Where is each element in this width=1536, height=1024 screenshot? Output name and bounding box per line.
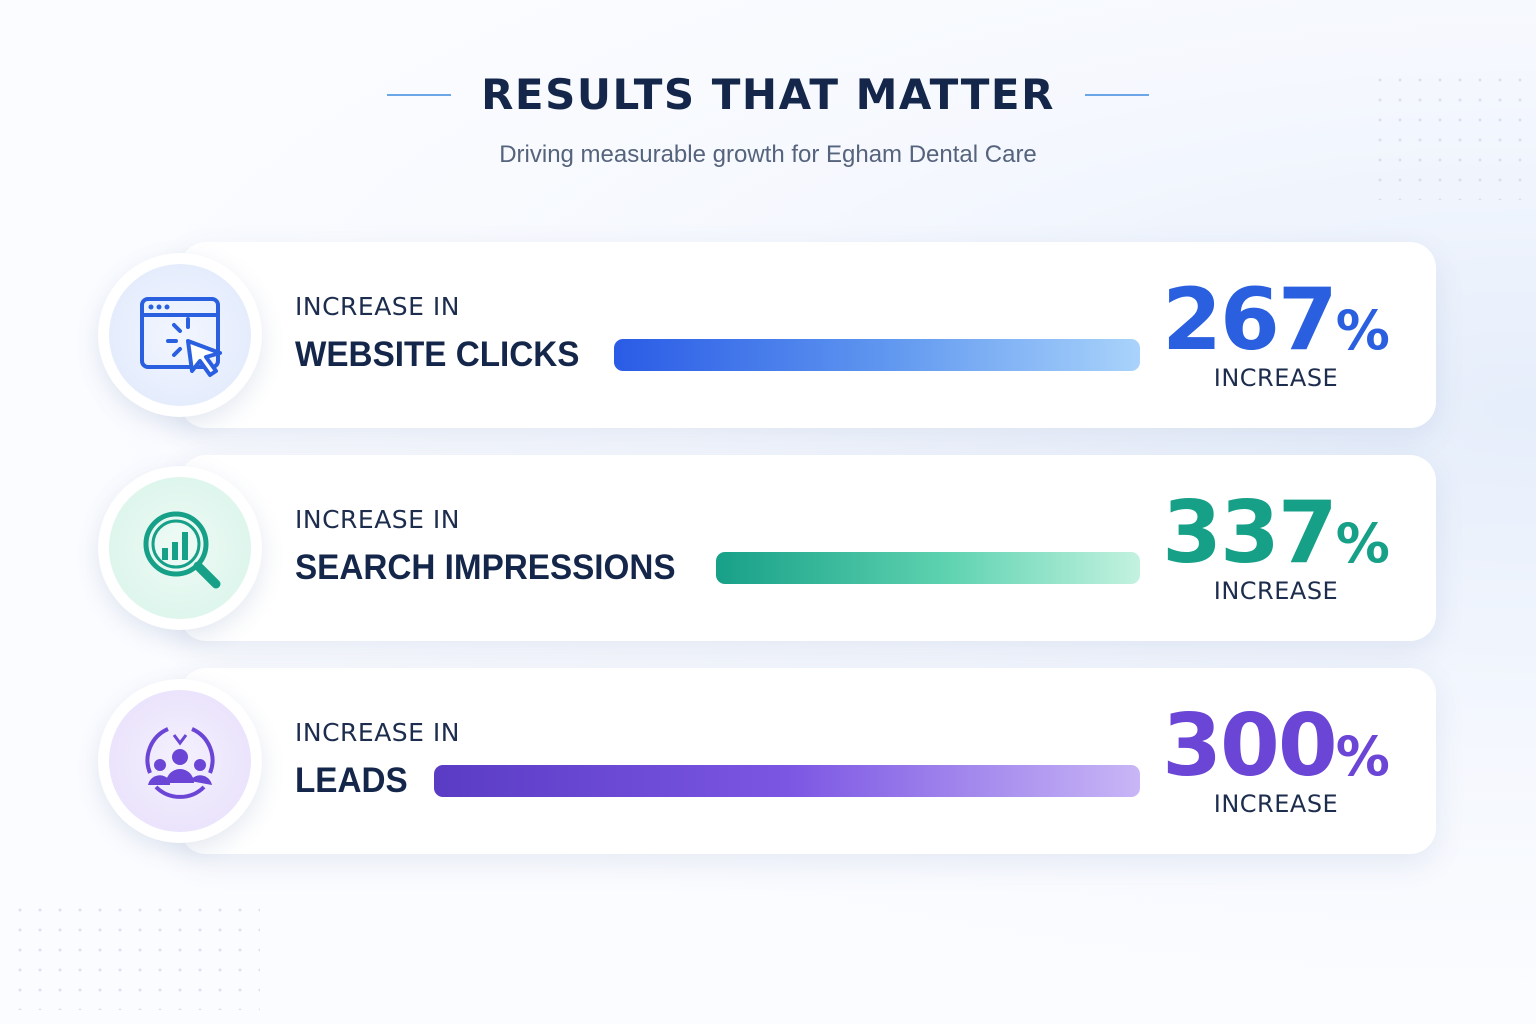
value-row: 267%	[1146, 272, 1406, 368]
metric-prefix: INCREASE IN	[295, 718, 460, 747]
metric-card: INCREASE IN WEBSITE CLICKS 267% INCREASE	[98, 242, 1436, 428]
title-rule	[1084, 93, 1149, 96]
metric-label: LEADS	[295, 761, 408, 800]
dot-pattern	[10, 900, 260, 1010]
label-row: SEARCH IMPRESSIONS	[295, 548, 1140, 588]
metric-result: 300% INCREASE	[1146, 698, 1406, 818]
metric-card: INCREASE IN LEADS 300% INCREASE	[98, 668, 1436, 854]
metric-unit: %	[1335, 512, 1390, 575]
icon-badge	[98, 253, 262, 417]
metric-unit: %	[1335, 725, 1390, 788]
metric-icon	[143, 511, 221, 589]
title-row: RESULTS THAT MATTER	[0, 70, 1536, 119]
icon-badge	[98, 679, 262, 843]
label-row: WEBSITE CLICKS	[295, 335, 1140, 375]
header: RESULTS THAT MATTER Driving measurable g…	[0, 70, 1536, 169]
icon-circle	[109, 690, 251, 832]
metric-label: SEARCH IMPRESSIONS	[295, 548, 676, 587]
metric-icon	[140, 297, 222, 377]
title-rule	[387, 93, 452, 96]
metric-caption: INCREASE	[1213, 577, 1339, 605]
metric-unit: %	[1335, 299, 1390, 362]
dot-pattern	[1370, 70, 1530, 200]
metric-result: 337% INCREASE	[1146, 485, 1406, 605]
icon-badge	[98, 466, 262, 630]
progress-bar	[433, 765, 1140, 797]
icon-circle	[109, 477, 251, 619]
metric-text: INCREASE IN WEBSITE CLICKS	[295, 292, 1140, 375]
metric-icon	[145, 727, 215, 799]
metric-text: INCREASE IN SEARCH IMPRESSIONS	[295, 505, 1140, 588]
title: RESULTS THAT MATTER	[481, 70, 1055, 119]
metric-value: 337	[1162, 483, 1338, 583]
label-row: LEADS	[295, 761, 1140, 801]
metric-label: WEBSITE CLICKS	[295, 335, 580, 374]
subtitle: Driving measurable growth for Egham Dent…	[499, 141, 1037, 168]
metric-text: INCREASE IN LEADS	[295, 718, 1140, 801]
progress-bar	[614, 339, 1140, 371]
metric-value: 300	[1162, 696, 1338, 796]
metric-caption: INCREASE	[1213, 790, 1339, 818]
value-row: 300%	[1146, 698, 1406, 794]
metric-prefix: INCREASE IN	[295, 505, 460, 534]
metric-caption: INCREASE	[1213, 364, 1339, 392]
metric-result: 267% INCREASE	[1146, 272, 1406, 392]
metric-card: INCREASE IN SEARCH IMPRESSIONS 337% INCREAS…	[98, 455, 1436, 641]
progress-bar	[715, 552, 1140, 584]
value-row: 337%	[1146, 485, 1406, 581]
icon-circle	[109, 264, 251, 406]
metric-prefix: INCREASE IN	[295, 292, 460, 321]
metric-value: 267	[1162, 270, 1338, 370]
